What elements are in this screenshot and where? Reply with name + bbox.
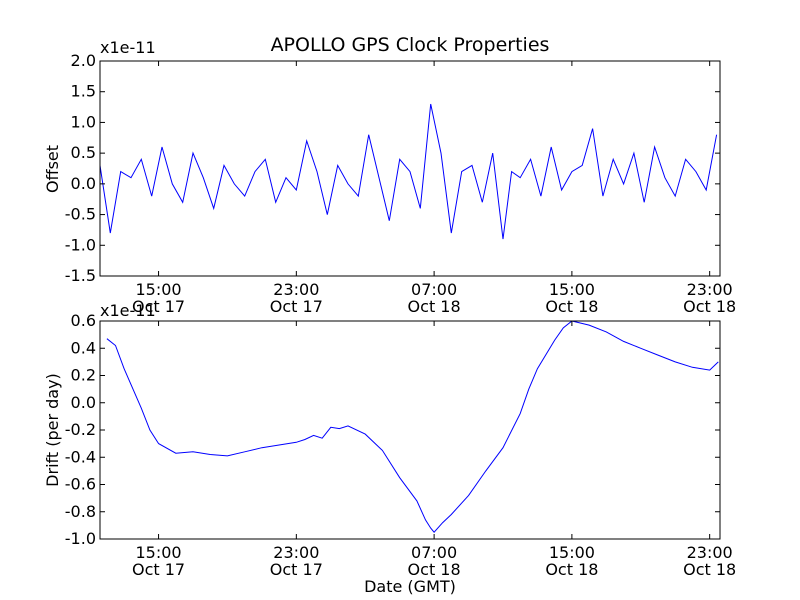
offset-y-tick-label: 0.0 xyxy=(71,174,96,193)
offset-y-tick-label: -1.0 xyxy=(65,235,96,254)
chart-title: APOLLO GPS Clock Properties xyxy=(271,34,550,56)
drift-x-tick-time-label: 07:00 xyxy=(411,543,457,562)
offset-y-tick-label: -0.5 xyxy=(65,205,96,224)
offset-x-tick-date-label: Oct 17 xyxy=(270,297,323,316)
drift-x-tick-date-label: Oct 17 xyxy=(132,560,185,579)
drift-y-tick-label: -0.4 xyxy=(65,447,96,466)
drift-x-tick-date-label: Oct 18 xyxy=(545,560,598,579)
drift-y-tick-label: 0.0 xyxy=(71,393,96,412)
drift-y-tick-label: -0.2 xyxy=(65,420,96,439)
drift-x-tick-time-label: 15:00 xyxy=(549,543,595,562)
offset-y-tick-label: 0.5 xyxy=(71,143,96,162)
offset-y-tick-label: 2.0 xyxy=(71,51,96,70)
drift-plot-area: -1.0-0.8-0.6-0.4-0.20.00.20.40.615:00Oct… xyxy=(65,311,736,579)
offset-x-tick-date-label: Oct 18 xyxy=(408,297,461,316)
drift-scale-label: x1e-11 xyxy=(100,301,156,320)
offset-scale-label: x1e-11 xyxy=(100,38,156,57)
drift-y-tick-label: 0.6 xyxy=(71,311,96,330)
drift-x-tick-time-label: 23:00 xyxy=(687,543,733,562)
offset-y-tick-label: 1.5 xyxy=(71,82,96,101)
offset-x-tick-time-label: 15:00 xyxy=(549,280,595,299)
drift-x-axis-label: Date (GMT) xyxy=(364,577,456,596)
offset-x-tick-date-label: Oct 17 xyxy=(132,297,185,316)
offset-axes-frame xyxy=(99,60,721,277)
drift-y-tick-label: -0.6 xyxy=(65,475,96,494)
offset-y-tick-label: -1.5 xyxy=(65,266,96,285)
drift-x-tick-time-label: 23:00 xyxy=(273,543,319,562)
drift-x-tick-date-label: Oct 18 xyxy=(683,560,736,579)
offset-x-tick-date-label: Oct 18 xyxy=(545,297,598,316)
drift-x-tick-time-label: 15:00 xyxy=(136,543,182,562)
offset-panel: APOLLO GPS Clock Properties x1e-11 Offse… xyxy=(43,34,736,316)
offset-series-line xyxy=(100,103,718,240)
offset-x-tick-date-label: Oct 18 xyxy=(683,297,736,316)
offset-y-tick-label: 1.0 xyxy=(71,112,96,131)
drift-y-axis-label: Drift (per day) xyxy=(43,373,62,487)
drift-y-tick-label: 0.4 xyxy=(71,338,96,357)
drift-x-tick-date-label: Oct 18 xyxy=(408,560,461,579)
drift-y-tick-label: -0.8 xyxy=(65,502,96,521)
drift-panel: x1e-11 Drift (per day) Date (GMT) -1.0 -0… xyxy=(43,301,736,596)
drift-y-tick-label: -1.0 xyxy=(65,529,96,548)
drift-y-tick-label: 0.2 xyxy=(71,366,96,385)
drift-series-line xyxy=(106,321,719,533)
offset-x-tick-time-label: 15:00 xyxy=(136,280,182,299)
offset-x-tick-time-label: 07:00 xyxy=(411,280,457,299)
drift-axes-frame xyxy=(99,320,721,540)
offset-y-axis-label: Offset xyxy=(43,145,62,193)
offset-x-tick-time-label: 23:00 xyxy=(273,280,319,299)
drift-x-tick-date-label: Oct 17 xyxy=(270,560,323,579)
offset-x-tick-time-label: 23:00 xyxy=(687,280,733,299)
